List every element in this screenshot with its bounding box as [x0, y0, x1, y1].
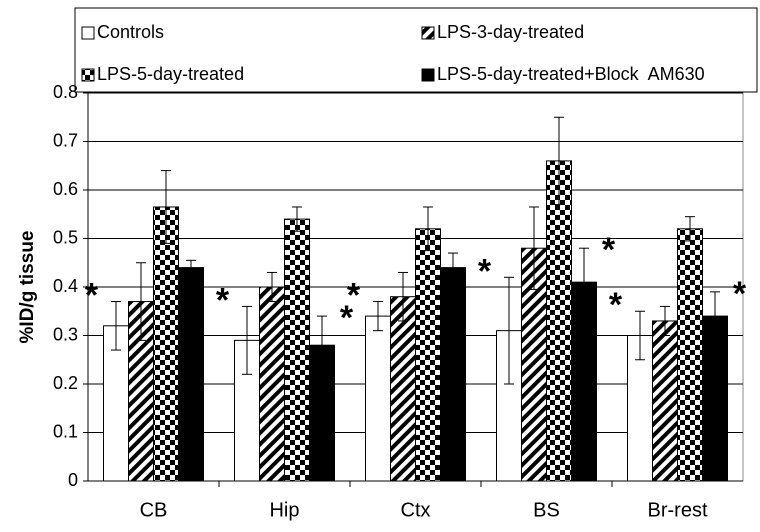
significance-marker: *	[347, 277, 361, 315]
legend-swatch	[421, 68, 435, 82]
legend-label: LPS-3-day-treated	[437, 22, 584, 42]
significance-marker: *	[340, 299, 354, 337]
x-tick-label: BS	[533, 499, 560, 521]
significance-marker: *	[216, 281, 230, 319]
legend-label: Controls	[97, 22, 164, 42]
y-tick-label: 0.8	[53, 82, 78, 102]
x-tick-label: Hip	[269, 499, 299, 521]
y-tick-label: 0.5	[53, 227, 78, 247]
y-tick-label: 0.2	[53, 373, 78, 393]
legend-box	[74, 7, 758, 93]
y-tick-label: 0.7	[53, 130, 78, 150]
bar	[677, 228, 703, 482]
bar	[440, 267, 466, 482]
significance-marker: *	[478, 252, 492, 290]
legend-swatch	[81, 68, 95, 82]
bar	[153, 206, 179, 482]
bar	[415, 228, 441, 482]
y-tick-label: 0.3	[53, 324, 78, 344]
significance-marker: *	[609, 286, 623, 324]
significance-marker: *	[85, 277, 99, 315]
y-tick-label: 0.1	[53, 421, 78, 441]
legend-swatch	[421, 26, 435, 40]
x-tick-label: Br-rest	[648, 499, 708, 521]
y-axis-label: %ID/g tissue	[17, 231, 38, 344]
y-tick-label: 0.6	[53, 179, 78, 199]
legend-swatch	[81, 26, 95, 40]
bar	[702, 315, 728, 482]
bar	[390, 296, 416, 482]
legend-label: LPS-5-day-treated+Block AM630	[437, 64, 705, 84]
bar	[284, 218, 310, 482]
bar	[365, 315, 391, 482]
x-tick-label: CB	[140, 499, 168, 521]
y-tick-label: 0.4	[53, 276, 78, 296]
significance-marker: *	[602, 231, 616, 269]
x-tick-label: Ctx	[401, 499, 431, 521]
bar	[652, 320, 678, 482]
bar	[103, 325, 129, 482]
bar	[178, 267, 204, 482]
y-tick-label: 0	[68, 470, 78, 490]
bar	[546, 160, 572, 482]
bar	[259, 286, 285, 482]
significance-marker: *	[733, 275, 747, 313]
legend-label: LPS-5-day-treated	[97, 64, 244, 84]
